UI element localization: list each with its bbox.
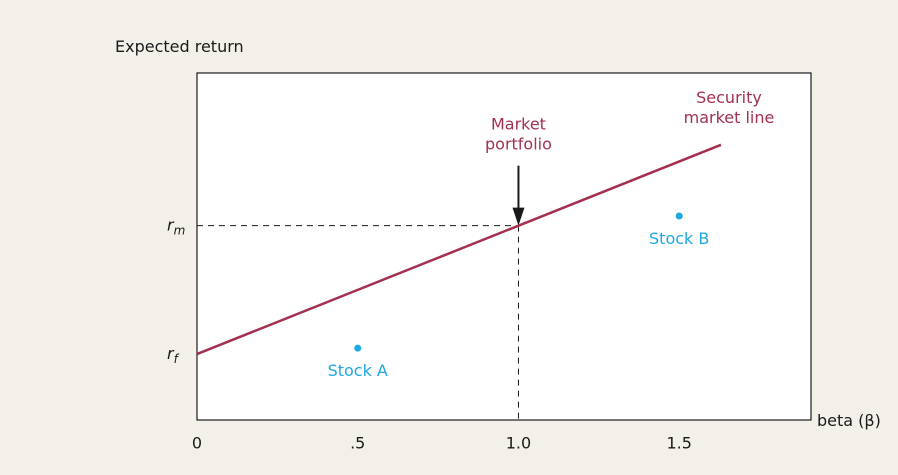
x-tick-label: 1.5 [666,434,691,453]
annotation: Market portfolio [485,115,552,154]
y-axis-label: Expected return [115,37,244,56]
x-tick-label: 0 [192,434,202,453]
point-label: Stock A [328,361,388,380]
y-tick-label: rf [167,344,180,366]
point [675,212,683,220]
series-label: Security market line [684,88,775,127]
line [196,143,722,356]
x-axis-label: beta (β) [817,411,881,430]
plot-area [196,72,812,421]
x-tick-label: .5 [350,434,365,453]
x-tick-label: 1.0 [506,434,531,453]
arrow-head [512,207,525,226]
point-label: Stock B [649,229,709,248]
y-tick-label: rm [167,215,185,237]
point [354,344,362,352]
